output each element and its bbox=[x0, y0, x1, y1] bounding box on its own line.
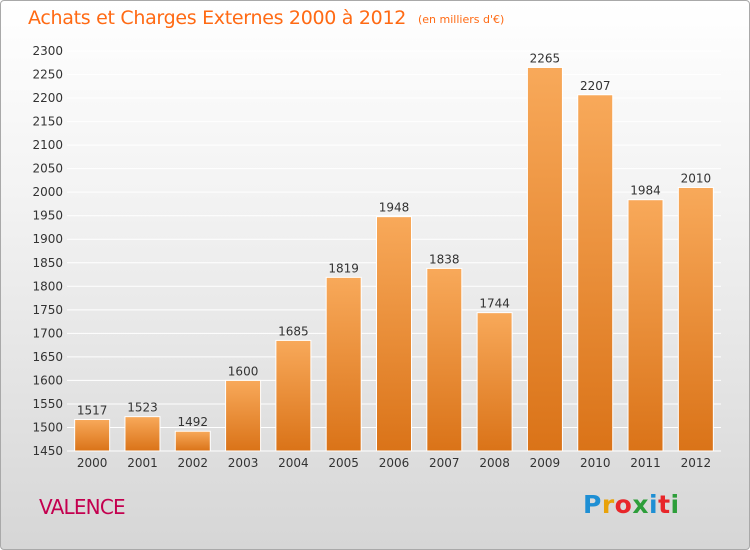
data-label-2004: 1685 bbox=[278, 324, 309, 338]
data-label-2000: 1517 bbox=[77, 403, 108, 417]
x-tick-label: 2004 bbox=[278, 456, 309, 470]
y-tick-label: 1600 bbox=[32, 373, 63, 387]
y-tick-label: 2000 bbox=[32, 185, 63, 199]
bar-2006 bbox=[376, 216, 412, 452]
logo-letter: i bbox=[649, 490, 659, 519]
bar-2003 bbox=[225, 379, 262, 452]
y-tick-label: 1850 bbox=[32, 256, 63, 270]
bar-2007 bbox=[426, 267, 463, 452]
data-label-2003: 1600 bbox=[228, 364, 259, 378]
logo-letter: r bbox=[601, 490, 615, 519]
bar-2005 bbox=[325, 276, 362, 452]
y-tick-label: 1750 bbox=[32, 303, 63, 317]
data-label-2006: 1948 bbox=[379, 201, 410, 215]
bar-2011 bbox=[627, 199, 664, 452]
logo-letter: o bbox=[614, 490, 633, 519]
bar-2002 bbox=[174, 430, 211, 452]
logo-letter: x bbox=[632, 490, 649, 519]
x-tick-label: 2003 bbox=[228, 456, 259, 470]
logo-letter: t bbox=[658, 490, 671, 519]
y-tick-label: 2050 bbox=[32, 162, 63, 176]
x-tick-label: 2012 bbox=[681, 456, 712, 470]
x-tick-label: 2010 bbox=[580, 456, 611, 470]
logo-letter: i bbox=[670, 490, 680, 519]
data-label-2007: 1838 bbox=[429, 252, 460, 266]
data-label-2010: 2207 bbox=[580, 79, 611, 93]
data-label-2009: 2265 bbox=[530, 51, 561, 65]
x-tick-label: 2011 bbox=[630, 456, 661, 470]
x-tick-label: 2005 bbox=[328, 456, 359, 470]
data-label-2008: 1744 bbox=[479, 297, 510, 311]
x-tick-label: 2002 bbox=[177, 456, 208, 470]
bar-2001 bbox=[124, 416, 161, 452]
chart-title: Achats et Charges Externes 2000 à 2012 bbox=[28, 7, 407, 29]
y-tick-label: 2200 bbox=[32, 91, 63, 105]
bars bbox=[74, 66, 714, 452]
bar-2004 bbox=[275, 339, 312, 452]
y-tick-label: 2100 bbox=[32, 138, 63, 152]
y-tick-label: 1900 bbox=[32, 232, 63, 246]
y-tick-label: 2300 bbox=[32, 44, 63, 58]
x-tick-label: 2006 bbox=[379, 456, 410, 470]
data-label-2011: 1984 bbox=[630, 184, 661, 198]
proxiti-logo[interactable]: Proxiti bbox=[583, 490, 680, 519]
data-label-2001: 1523 bbox=[127, 401, 158, 415]
bar-2000 bbox=[74, 418, 111, 452]
data-label-2012: 2010 bbox=[681, 171, 712, 185]
y-axis-ticks: 1450 1500 1550 1600 1650 1700 1750 1800 1850 1900… bbox=[32, 44, 63, 458]
y-tick-label: 1550 bbox=[32, 397, 63, 411]
y-tick-label: 1650 bbox=[32, 350, 63, 364]
x-axis-ticks: 2000 2001 2002 2003 2004 2005 2006 2007 2008 2009… bbox=[77, 456, 711, 470]
data-labels: 1517 1523 1492 1600 1685 1819 1948 1838 1744 2265… bbox=[77, 51, 711, 429]
y-tick-label: 1450 bbox=[32, 444, 63, 458]
y-tick-label: 1700 bbox=[32, 326, 63, 340]
y-tick-label: 2250 bbox=[32, 68, 63, 82]
x-tick-label: 2000 bbox=[77, 456, 108, 470]
bar-2012 bbox=[677, 186, 714, 452]
x-tick-label: 2009 bbox=[530, 456, 561, 470]
data-label-2002: 1492 bbox=[177, 415, 208, 429]
y-tick-label: 1500 bbox=[32, 420, 63, 434]
y-tick-label: 1800 bbox=[32, 279, 63, 293]
x-tick-label: 2008 bbox=[479, 456, 510, 470]
bar-2009 bbox=[526, 66, 563, 452]
chart-subtitle: (en milliers d'€) bbox=[418, 13, 505, 26]
y-tick-label: 2150 bbox=[32, 115, 63, 129]
place-name: VALENCE bbox=[39, 495, 126, 519]
logo-letter: P bbox=[583, 490, 602, 519]
x-tick-label: 2007 bbox=[429, 456, 460, 470]
data-label-2005: 1819 bbox=[328, 261, 359, 275]
y-tick-label: 1950 bbox=[32, 209, 63, 223]
x-tick-label: 2001 bbox=[127, 456, 158, 470]
bar-2008 bbox=[476, 312, 513, 452]
bar-2010 bbox=[577, 94, 614, 452]
